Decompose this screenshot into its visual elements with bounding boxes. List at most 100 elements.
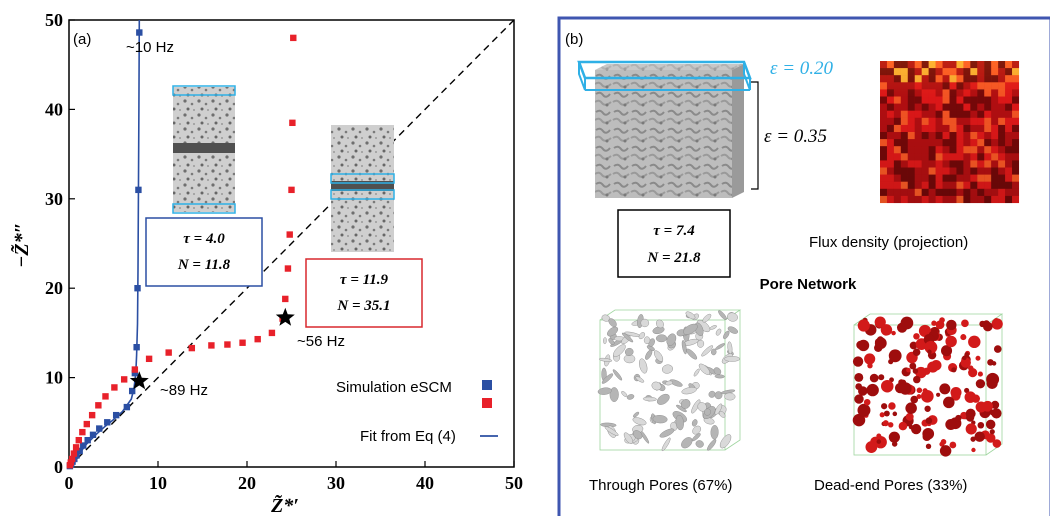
- blue-data-point: [134, 285, 141, 292]
- epsilon-bulk-label: ε = 0.35: [764, 126, 827, 147]
- svg-text:τ = 7.4: τ = 7.4: [653, 223, 695, 239]
- star-marker: [129, 371, 149, 390]
- deadend-pores-cube: [852, 313, 1004, 457]
- panel-b-label: (b): [565, 31, 583, 48]
- y-tick-label: 20: [45, 278, 63, 298]
- red-data-point: [289, 119, 296, 127]
- panel-b-frame: [557, 16, 1050, 516]
- y-tick-label: 30: [45, 189, 63, 209]
- red-data-point: [239, 339, 246, 346]
- red-tau-label: τ = 11.9: [340, 272, 389, 288]
- blue-tau-label: τ = 4.0: [183, 231, 225, 247]
- y-axis-label: −Z̃*″: [10, 222, 33, 267]
- red-n-label: N = 35.1: [336, 298, 390, 314]
- red-series: [66, 34, 297, 469]
- blue-data-point: [104, 419, 111, 426]
- red-data-point: [83, 420, 90, 428]
- blue-data-point: [135, 186, 142, 194]
- inset-electrode-blue: [172, 85, 236, 214]
- x-tick-label: 10: [149, 473, 167, 493]
- y-tick-label: 50: [45, 10, 63, 30]
- x-axis-label: Z̃*′: [270, 494, 299, 516]
- red-data-point: [102, 393, 109, 400]
- blue-n-label: N = 11.8: [177, 257, 231, 273]
- y-tick-label: 40: [45, 99, 63, 119]
- blue-data-point: [89, 431, 97, 439]
- y-ticks: 0 10 20 30 40 50: [45, 10, 75, 477]
- legend-fit-label: Fit from Eq (4): [360, 428, 456, 445]
- deadend-pores-caption: Dead-end Pores (33%): [814, 477, 967, 494]
- diagonal-reference-line: [68, 19, 515, 468]
- flux-caption: Flux density (projection): [809, 234, 968, 251]
- tau-box: τ = 7.4 N = 21.8: [617, 209, 731, 278]
- svg-text:N = 11.8: N = 11.8: [177, 257, 231, 273]
- red-data-point: [290, 34, 297, 42]
- blue-data-point: [80, 442, 87, 449]
- through-pores-caption: Through Pores (67%): [589, 477, 732, 494]
- red-data-point: [282, 295, 289, 303]
- blue-data-point: [84, 436, 91, 444]
- red-data-point: [208, 342, 215, 349]
- red-data-point: [131, 366, 139, 373]
- red-data-point: [70, 450, 78, 457]
- blue-data-point: [96, 425, 103, 432]
- red-data-point: [268, 329, 276, 337]
- panel-a-label: (a): [73, 31, 91, 48]
- svg-text:N = 21.8: N = 21.8: [646, 250, 701, 266]
- red-data-point: [95, 402, 102, 409]
- red-data-point: [165, 349, 172, 356]
- red-data-point: [286, 231, 293, 238]
- red-data-point: [120, 376, 128, 383]
- red-data-point: [145, 355, 153, 363]
- fit-line: [68, 19, 141, 468]
- diagonal-line: [68, 19, 515, 468]
- red-data-point: [288, 186, 295, 194]
- svg-text:τ = 11.9: τ = 11.9: [340, 272, 389, 288]
- epsilon-bracket: [751, 81, 759, 190]
- inset-electrode-red: [330, 125, 395, 252]
- flux-density-map: [880, 61, 1020, 204]
- epsilon-top-label: ε = 0.20: [770, 58, 834, 79]
- through-pores-cube: [597, 309, 742, 452]
- red-data-point: [68, 455, 76, 463]
- blue-series: [66, 29, 143, 470]
- legend-sim-label: Simulation eSCM: [336, 379, 452, 396]
- x-tick-label: 30: [327, 473, 345, 493]
- fit-curve: [68, 19, 141, 468]
- red-data-point: [72, 444, 80, 451]
- param-box-blue: τ = 4.0 N = 11.8: [145, 217, 263, 287]
- red-data-point: [284, 265, 292, 272]
- plot-frame: [68, 19, 515, 468]
- legend: Simulation eSCM Fit from Eq (4): [336, 379, 498, 445]
- blue-data-point: [136, 29, 143, 36]
- param-box-red: τ = 11.9 N = 35.1: [305, 258, 423, 328]
- red-data-point: [67, 459, 74, 466]
- tau-value: τ = 7.4: [653, 223, 695, 239]
- red-data-point: [88, 411, 96, 419]
- x-tick-label: 50: [505, 473, 523, 493]
- x-tick-label: 40: [416, 473, 434, 493]
- x-tick-label: 20: [238, 473, 256, 493]
- red-data-point: [254, 335, 261, 343]
- blue-data-point: [76, 447, 83, 455]
- legend-red-swatch: [482, 398, 492, 408]
- frequency-stars: [129, 307, 295, 390]
- blue-data-point: [123, 403, 131, 411]
- red-data-point: [79, 428, 86, 436]
- nm-value: N = 21.8: [646, 250, 701, 266]
- annotation-10hz: ~10 Hz: [126, 39, 174, 56]
- x-tick-label: 0: [65, 473, 74, 493]
- legend-blue-swatch: [482, 380, 492, 390]
- annotation-56hz: ~56 Hz: [297, 333, 345, 350]
- x-ticks: 0 10 20 30 40 50: [65, 461, 523, 493]
- red-data-point: [75, 436, 82, 444]
- blue-data-point: [128, 387, 136, 395]
- red-data-point: [224, 341, 231, 348]
- blue-data-point: [112, 411, 120, 419]
- porous-cube: [577, 60, 752, 198]
- red-data-point: [111, 384, 118, 391]
- red-data-point: [188, 344, 196, 352]
- pore-network-title: Pore Network: [760, 276, 857, 293]
- annotation-89hz: ~89 Hz: [160, 382, 208, 399]
